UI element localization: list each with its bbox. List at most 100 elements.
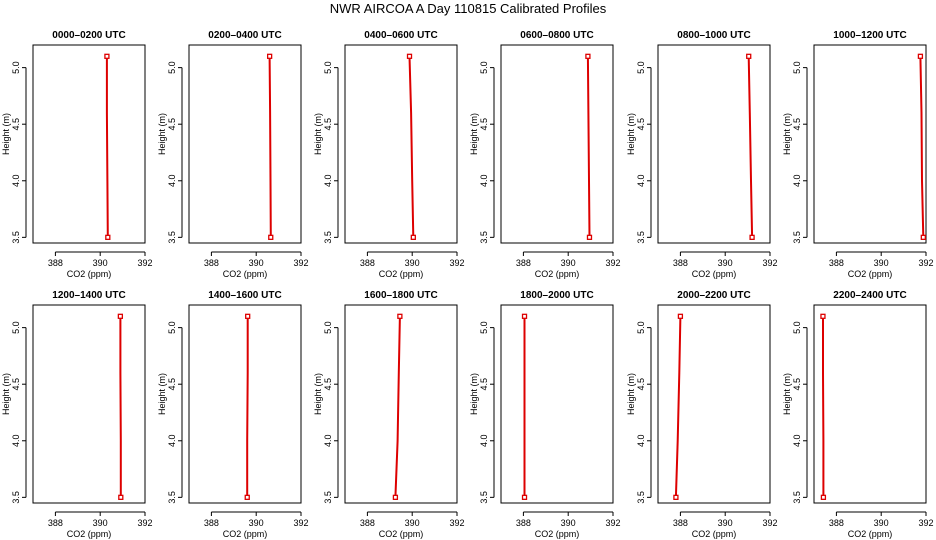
x-tick-label: 392: [137, 518, 152, 528]
y-tick-label: 4.5: [792, 378, 802, 391]
y-tick-label: 4.5: [11, 378, 21, 391]
y-axis-label: Height (m): [157, 113, 167, 155]
y-tick-label: 4.5: [479, 118, 489, 131]
panel-title: 2000–2200 UTC: [677, 290, 750, 301]
y-tick-label: 4.5: [636, 118, 646, 131]
y-axis-label: Height (m): [626, 113, 636, 155]
y-tick-label: 4.5: [479, 378, 489, 391]
y-axis-label: Height (m): [782, 373, 792, 415]
panel-title: 1800–2000 UTC: [520, 290, 593, 301]
y-axis-label: Height (m): [626, 373, 636, 415]
panel-title: 0600–0800 UTC: [520, 30, 593, 41]
x-tick-label: 390: [405, 258, 420, 268]
plot-frame: [813, 304, 927, 504]
x-tick-label: 392: [293, 258, 308, 268]
panel-4: 0600–0800 UTC 388 390 392 CO2 (ppm) 3.5 4.0 4.5…: [469, 30, 621, 279]
plot-frame: [344, 44, 458, 244]
y-tick-label: 3.5: [11, 491, 21, 504]
profile-point-marker: [117, 313, 124, 319]
x-tick-label: 392: [918, 518, 933, 528]
panel-1: 0000–0200 UTC 388 390 392 CO2 (ppm) 3.5 4.0 4.5…: [1, 30, 153, 279]
panel-8: 1400–1600 UTC 388 390 392 CO2 (ppm) 3.5 4.0 4.5…: [157, 290, 309, 539]
y-tick-label: 3.5: [167, 231, 177, 244]
y-tick-label: 4.0: [167, 175, 177, 188]
page-title: NWR AIRCOA A Day 110815 Calibrated Profi…: [329, 1, 607, 16]
profile-point-marker: [392, 494, 399, 500]
y-tick-label: 3.5: [792, 231, 802, 244]
x-tick-label: 388: [48, 518, 63, 528]
panel-title: 1600–1800 UTC: [364, 290, 437, 301]
plot-frame: [657, 44, 771, 244]
profile-point-marker: [585, 53, 591, 59]
profile-point-marker: [266, 53, 273, 59]
x-axis-label: CO2 (ppm): [223, 529, 268, 539]
x-axis-label: CO2 (ppm): [223, 269, 268, 279]
y-tick-label: 4.5: [167, 378, 177, 391]
y-axis-label: Height (m): [313, 373, 323, 415]
y-axis-label: Height (m): [313, 113, 323, 155]
panel-title: 0000–0200 UTC: [52, 30, 125, 41]
y-axis-label: Height (m): [782, 113, 792, 155]
plot-frame: [32, 304, 146, 504]
panel-7: 1200–1400 UTC 388 390 392 CO2 (ppm) 3.5 4.0 4.5…: [1, 290, 153, 539]
profile-point-marker: [406, 53, 413, 59]
x-tick-label: 390: [874, 518, 889, 528]
x-axis-label: CO2 (ppm): [692, 269, 737, 279]
profile-point-marker: [820, 313, 826, 319]
profile-point-marker: [410, 234, 416, 240]
x-tick-label: 392: [293, 518, 308, 528]
profile-point-marker: [245, 313, 251, 319]
y-tick-label: 3.5: [636, 491, 646, 504]
x-tick-label: 390: [93, 518, 108, 528]
y-tick-label: 5.0: [323, 321, 333, 334]
profile-point-marker: [749, 234, 755, 240]
y-tick-label: 5.0: [323, 61, 333, 74]
profile-point-marker: [673, 494, 679, 500]
profile-point-marker: [104, 53, 110, 59]
y-tick-label: 5.0: [479, 321, 489, 334]
x-tick-label: 392: [449, 258, 464, 268]
profile-line: [246, 316, 249, 498]
panel-title: 1400–1600 UTC: [208, 290, 281, 301]
y-axis-label: Height (m): [469, 113, 479, 155]
y-tick-label: 5.0: [792, 321, 802, 334]
profile-line: [919, 56, 925, 238]
y-tick-label: 4.5: [11, 118, 21, 131]
y-tick-label: 4.5: [323, 118, 333, 131]
y-axis-label: Height (m): [157, 373, 167, 415]
y-tick-label: 3.5: [636, 231, 646, 244]
profile-point-marker: [244, 494, 250, 500]
panel-11: 2000–2200 UTC 388 390 392 CO2 (ppm) 3.5 4.0 4.5…: [626, 290, 778, 539]
panel-9: 1600–1800 UTC 388 390 392 CO2 (ppm) 3.5 4.0 4.5…: [313, 290, 465, 539]
panel-5: 0800–1000 UTC 388 390 392 CO2 (ppm) 3.5 4.0 4.5…: [626, 30, 778, 279]
y-axis-label: Height (m): [469, 373, 479, 415]
y-axis-label: Height (m): [1, 373, 11, 415]
profile-point-marker: [820, 494, 827, 500]
x-tick-label: 390: [718, 258, 733, 268]
y-tick-label: 4.0: [11, 435, 21, 448]
y-tick-label: 3.5: [479, 491, 489, 504]
y-tick-label: 3.5: [479, 231, 489, 244]
plot-frame: [500, 44, 614, 244]
y-tick-label: 4.0: [167, 435, 177, 448]
panel-title: 0800–1000 UTC: [677, 30, 750, 41]
x-tick-label: 392: [605, 518, 620, 528]
y-tick-label: 4.0: [323, 435, 333, 448]
x-tick-label: 392: [762, 258, 777, 268]
panel-title: 1200–1400 UTC: [52, 290, 125, 301]
plot-frame: [188, 304, 302, 504]
y-tick-label: 3.5: [323, 231, 333, 244]
x-axis-label: CO2 (ppm): [379, 529, 424, 539]
x-tick-label: 388: [204, 518, 219, 528]
plot-frame: [657, 304, 771, 504]
profile-point-marker: [746, 53, 752, 59]
y-tick-label: 5.0: [11, 321, 21, 334]
profile-point-marker: [268, 234, 274, 240]
panel-title: 0400–0600 UTC: [364, 30, 437, 41]
y-tick-label: 5.0: [167, 321, 177, 334]
y-tick-label: 4.0: [636, 435, 646, 448]
y-tick-label: 5.0: [792, 61, 802, 74]
plot-frame: [32, 44, 146, 244]
x-axis-label: CO2 (ppm): [692, 529, 737, 539]
